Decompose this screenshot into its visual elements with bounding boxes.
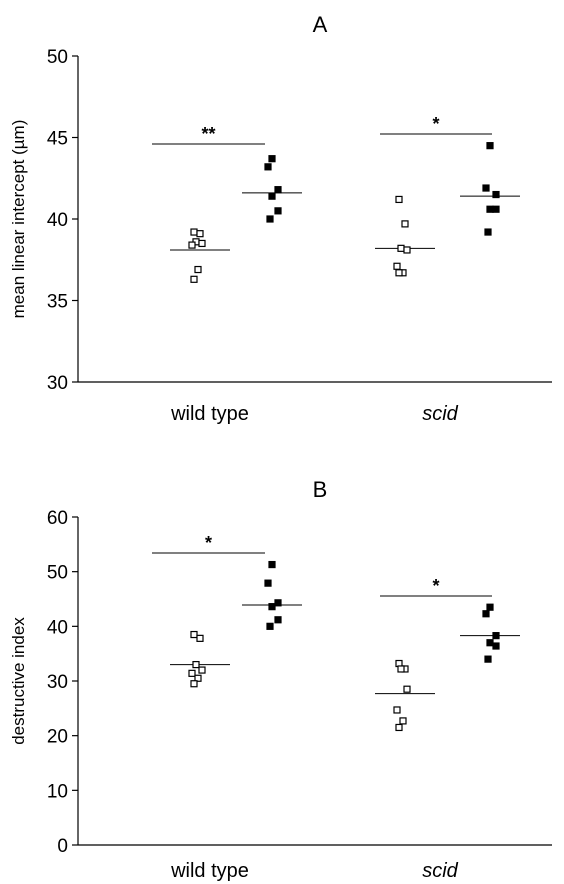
y-axis-label: mean linear intercept (µm) (9, 120, 28, 319)
y-tick-label: 40 (47, 617, 68, 638)
data-point-filled (274, 207, 282, 215)
data-point-open (198, 239, 206, 248)
data-point-filled (266, 622, 274, 630)
significance-marker: * (432, 576, 439, 596)
data-point-open (190, 228, 198, 236)
data-point-filled (274, 186, 282, 194)
y-tick-label: 50 (47, 47, 68, 68)
x-group-label: wild type (170, 860, 249, 882)
data-point-filled (486, 205, 494, 213)
y-tick-label: 45 (47, 129, 68, 150)
data-point-filled (486, 639, 494, 647)
panel-title: B (313, 477, 328, 502)
data-point-open (192, 660, 200, 669)
data-point-filled (268, 560, 276, 569)
data-point-filled (274, 599, 282, 607)
data-point-filled (264, 579, 272, 587)
significance-marker: * (205, 533, 212, 553)
data-point-open (395, 269, 403, 277)
data-point-filled (264, 163, 272, 171)
data-point-open (190, 680, 198, 688)
data-point-filled (492, 205, 500, 213)
data-point-filled (492, 190, 500, 199)
data-point-open (194, 265, 202, 274)
data-point-open (403, 685, 411, 693)
data-point-filled (482, 184, 490, 192)
y-tick-label: 35 (47, 292, 68, 313)
y-tick-label: 30 (47, 373, 68, 394)
y-axis-label: destructive index (9, 617, 28, 745)
data-point-filled (268, 603, 276, 611)
y-tick-label: 60 (47, 508, 68, 529)
data-point-open (196, 634, 204, 642)
data-point-open (403, 246, 411, 254)
y-tick-label: 50 (47, 563, 68, 584)
significance-marker: * (432, 114, 439, 134)
data-point-filled (484, 655, 492, 663)
x-group-label: scid (422, 860, 458, 882)
panel-title: A (313, 12, 328, 37)
data-point-open (399, 717, 407, 725)
data-point-filled (486, 142, 494, 150)
data-point-open (190, 630, 198, 639)
y-tick-label: 30 (47, 672, 68, 693)
data-point-filled (274, 616, 282, 624)
data-point-open (393, 706, 401, 714)
data-point-open (395, 723, 403, 732)
data-point-open (188, 241, 196, 249)
data-point-filled (492, 642, 500, 650)
data-point-filled (268, 155, 276, 163)
y-tick-label: 10 (47, 781, 68, 802)
y-tick-label: 0 (57, 836, 68, 857)
significance-marker: ** (201, 124, 215, 144)
data-point-open (198, 666, 206, 674)
y-tick-label: 40 (47, 210, 68, 231)
data-point-open (397, 665, 405, 673)
x-group-label: wild type (170, 403, 249, 425)
y-tick-label: 20 (47, 727, 68, 748)
data-point-open (393, 262, 401, 270)
data-point-open (196, 230, 204, 238)
data-point-open (401, 220, 409, 228)
data-point-filled (268, 192, 276, 200)
data-point-filled (484, 228, 492, 236)
data-point-open (194, 674, 202, 682)
data-point-filled (266, 215, 274, 223)
data-point-open (188, 669, 196, 677)
data-point-open (395, 195, 403, 204)
x-group-label: scid (422, 403, 458, 425)
data-point-filled (482, 610, 490, 618)
data-point-open (397, 244, 405, 252)
data-point-filled (486, 603, 494, 611)
data-point-open (190, 275, 198, 283)
data-point-filled (492, 632, 500, 640)
